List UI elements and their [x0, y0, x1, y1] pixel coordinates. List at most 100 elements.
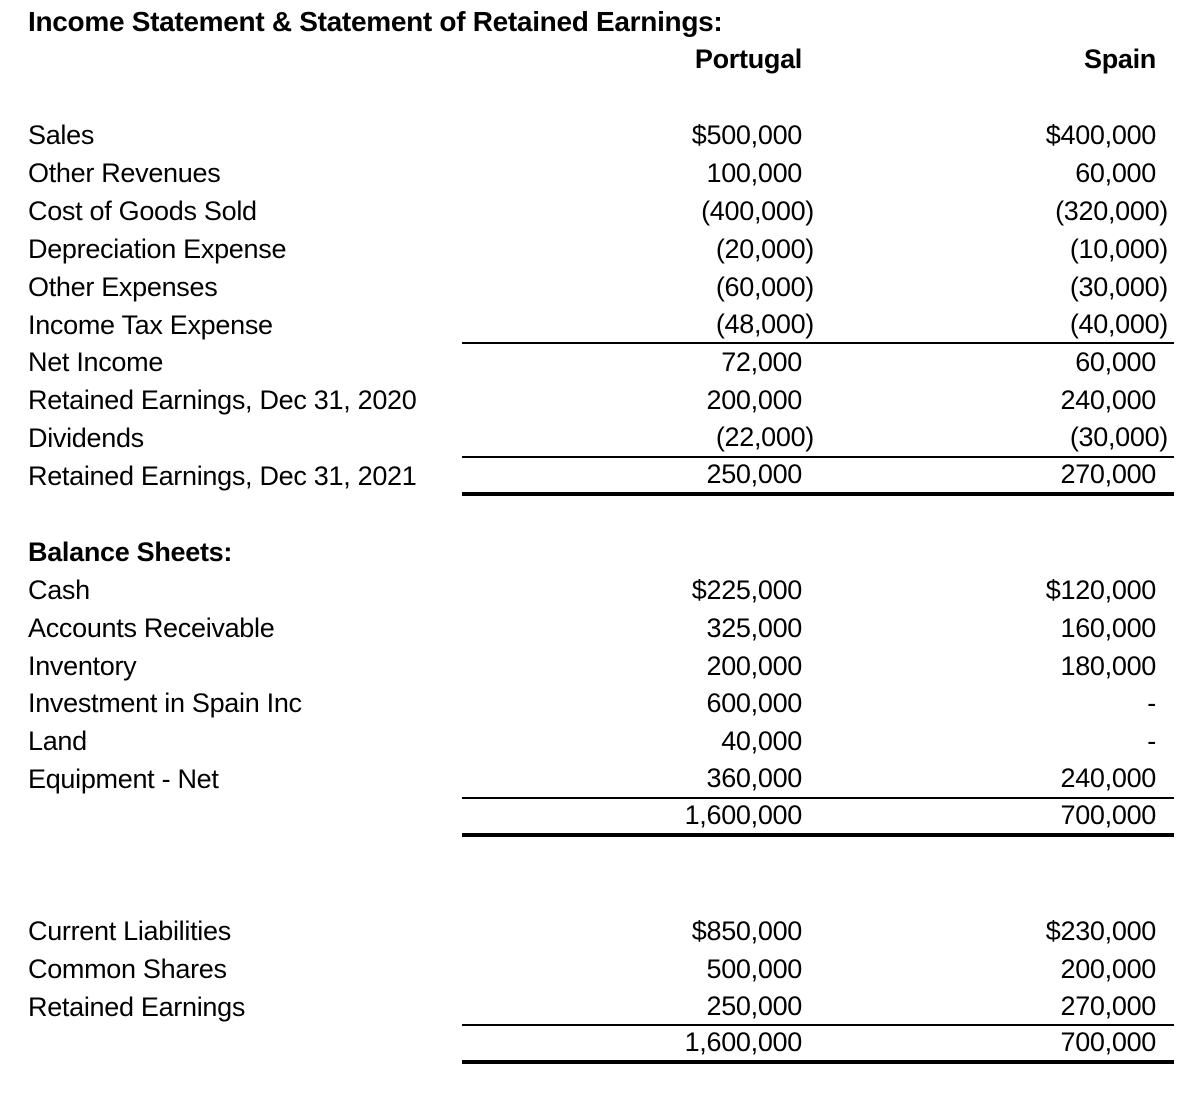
spacer-row — [0, 837, 1202, 875]
total-rule: 1,600,000 700,000 — [462, 1026, 1174, 1064]
total-rule: 250,000 270,000 — [462, 458, 1174, 496]
portugal-value: $500,000 — [691, 120, 803, 151]
subtotal-rule: 250,000 270,000 — [462, 988, 1174, 1027]
portugal-value: 100,000 — [706, 158, 803, 188]
portugal-value: (20,000) — [715, 233, 814, 264]
spain-value: 240,000 — [1060, 763, 1157, 794]
spain-value: (30,000) — [1069, 271, 1168, 302]
table-row-inventory: Inventory 200,000 180,000 — [0, 647, 1202, 685]
table-row-dividends: Dividends (22,000) (30,000) — [0, 420, 1202, 458]
spain-value: $230,000 — [1045, 915, 1157, 946]
spacer-row — [0, 79, 1202, 117]
spain-value: 270,000 — [1060, 990, 1157, 1021]
subtotal-rule: (22,000) (30,000) — [462, 420, 1174, 458]
portugal-total-value: 1,600,000 — [684, 1027, 803, 1058]
row-label: Other Expenses — [28, 271, 218, 302]
portugal-total-value: 1,600,000 — [684, 800, 803, 831]
row-label: Other Revenues — [28, 158, 221, 188]
row-label: Depreciation Expense — [28, 233, 287, 264]
row-label: Retained Earnings, Dec 31, 2020 — [28, 385, 417, 416]
spain-value: $120,000 — [1045, 574, 1157, 605]
spain-value: 160,000 — [1060, 612, 1157, 643]
table-row-land: Land 40,000 - — [0, 723, 1202, 761]
table-row-income-tax-expense: Income Tax Expense (48,000) (40,000) — [0, 306, 1202, 345]
table-row-investment-in-spain: Investment in Spain Inc 600,000 - — [0, 685, 1202, 723]
spain-value: - — [1147, 726, 1156, 757]
table-row-current-liabilities: Current Liabilities $850,000 $230,000 — [0, 912, 1202, 950]
portugal-value: 360,000 — [706, 763, 803, 794]
portugal-value: (22,000) — [715, 422, 814, 453]
table-row-depreciation-expense: Depreciation Expense (20,000) (10,000) — [0, 230, 1202, 268]
portugal-value: (60,000) — [715, 271, 814, 302]
portugal-value: 325,000 — [706, 612, 803, 643]
table-row-liabilities-equity-total: 1,600,000 700,000 — [0, 1026, 1202, 1064]
spain-value: (10,000) — [1069, 233, 1168, 264]
row-label: Inventory — [28, 650, 137, 681]
portugal-value: (400,000) — [701, 195, 814, 226]
table-row-assets-total: 1,600,000 700,000 — [0, 799, 1202, 837]
spacer-row — [0, 874, 1202, 912]
portugal-value: 600,000 — [706, 688, 803, 719]
section-heading: Balance Sheets: — [28, 536, 233, 567]
portugal-value: (48,000) — [715, 308, 814, 339]
table-row-other-revenues: Other Revenues 100,000 60,000 — [0, 155, 1202, 193]
page-title: Income Statement & Statement of Retained… — [28, 5, 723, 37]
spain-value: - — [1147, 688, 1156, 719]
column-header-portugal: Portugal — [694, 44, 802, 75]
portugal-value: 250,000 — [706, 459, 803, 490]
spain-value: 180,000 — [1060, 650, 1157, 681]
table-row-other-expenses: Other Expenses (60,000) (30,000) — [0, 268, 1202, 306]
spain-total-value: 700,000 — [1060, 1027, 1157, 1058]
portugal-value: $225,000 — [691, 574, 803, 605]
spain-value: (320,000) — [1055, 195, 1168, 226]
title-row: Income Statement & Statement of Retained… — [0, 3, 1202, 41]
spain-value: (30,000) — [1069, 422, 1168, 453]
table-row-net-income: Net Income 72,000 60,000 — [0, 344, 1202, 382]
row-label: Common Shares — [28, 953, 227, 984]
table-row-cash: Cash $225,000 $120,000 — [0, 571, 1202, 609]
table-row-common-shares: Common Shares 500,000 200,000 — [0, 950, 1202, 988]
total-rule: 1,600,000 700,000 — [462, 799, 1174, 837]
portugal-value: 40,000 — [721, 726, 802, 757]
table-row-retained-earnings-2021: Retained Earnings, Dec 31, 2021 250,000 … — [0, 458, 1202, 496]
portugal-value: 200,000 — [706, 385, 803, 416]
table-row-retained-earnings: Retained Earnings 250,000 270,000 — [0, 988, 1202, 1027]
portugal-value: 250,000 — [706, 990, 803, 1021]
portugal-value: 72,000 — [721, 347, 802, 378]
spain-value: 200,000 — [1060, 953, 1157, 984]
row-label: Cost of Goods Sold — [28, 195, 257, 226]
row-label: Investment in Spain Inc — [28, 688, 302, 719]
spain-value: 270,000 — [1060, 459, 1157, 490]
table-row-equipment-net: Equipment - Net 360,000 240,000 — [0, 761, 1202, 799]
row-label: Sales — [28, 120, 95, 151]
spain-total-value: 700,000 — [1060, 800, 1157, 831]
spain-value: $400,000 — [1045, 120, 1157, 151]
row-label: Net Income — [28, 347, 164, 378]
row-label: Income Tax Expense — [28, 309, 273, 340]
row-label: Cash — [28, 574, 90, 605]
column-header-row: Portugal Spain — [0, 41, 1202, 79]
row-label: Current Liabilities — [28, 915, 231, 946]
row-label: Retained Earnings, Dec 31, 2021 — [28, 461, 417, 492]
table-row-cost-of-goods-sold: Cost of Goods Sold (400,000) (320,000) — [0, 192, 1202, 230]
row-label: Accounts Receivable — [28, 612, 275, 643]
portugal-value: $850,000 — [691, 915, 803, 946]
table-row-accounts-receivable: Accounts Receivable 325,000 160,000 — [0, 609, 1202, 647]
subtotal-rule: (48,000) (40,000) — [462, 306, 1174, 345]
row-label: Land — [28, 726, 87, 757]
subtotal-rule: 360,000 240,000 — [462, 761, 1174, 799]
spain-value: (40,000) — [1069, 308, 1168, 339]
spain-value: 60,000 — [1075, 158, 1156, 188]
row-label: Dividends — [28, 423, 144, 454]
table-row-retained-earnings-2020: Retained Earnings, Dec 31, 2020 200,000 … — [0, 382, 1202, 420]
table-row-sales: Sales $500,000 $400,000 — [0, 117, 1202, 155]
column-header-spain: Spain — [1083, 44, 1156, 75]
row-label: Equipment - Net — [28, 764, 219, 795]
section-heading-row: Balance Sheets: — [0, 533, 1202, 571]
spacer-row — [0, 1064, 1202, 1102]
spain-value: 240,000 — [1060, 385, 1157, 416]
portugal-value: 500,000 — [706, 953, 803, 984]
portugal-value: 200,000 — [706, 650, 803, 681]
spain-value: 60,000 — [1075, 347, 1156, 378]
